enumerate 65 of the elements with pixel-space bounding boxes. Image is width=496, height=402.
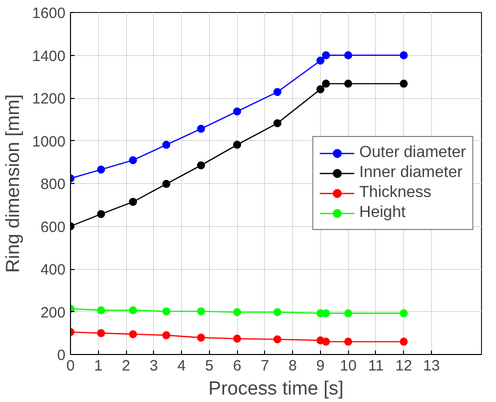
y-tick-label: 600 [40,218,66,236]
x-tick-label: 6 [232,358,242,374]
point [322,80,330,88]
y-tick-label: 0 [57,347,66,364]
point [400,51,408,60]
x-tick-label: 12 [395,358,412,374]
point [400,80,408,88]
y-axis-title: Ring dimension [mm] [3,94,24,273]
x-tick-label: 3 [150,358,158,374]
point [197,307,206,316]
y-tick-label: 1200 [32,90,66,108]
point [400,309,408,318]
point [128,330,137,338]
point [162,180,170,188]
point [162,307,170,316]
point [344,309,352,318]
point [233,107,242,116]
point [322,51,330,60]
x-tick-label: 4 [177,358,186,374]
point [162,140,170,149]
point [273,88,282,96]
point [344,51,352,60]
point [344,338,352,346]
point [162,331,170,340]
x-tick-label: 7 [260,358,270,374]
point [128,156,137,164]
point [322,338,330,346]
y-tick-label: 1000 [32,133,66,150]
point [97,210,106,218]
legend-label: Thickness [359,184,432,202]
x-tick-label: 5 [205,358,214,374]
y-tick-label: 800 [40,176,66,193]
legend-label: Inner diameter [359,164,462,182]
point [197,161,206,170]
point [97,306,106,314]
point [197,124,206,133]
point [316,85,324,94]
y-tick-label: 1400 [32,48,66,65]
x-axis-title: Process time [s] [208,378,344,400]
y-tick-label: 400 [40,262,66,278]
point [197,334,206,342]
x-tick-label: 13 [423,358,440,374]
point [233,308,242,316]
legend-label: Height [359,204,406,222]
point [128,306,137,314]
legend-label: Outer diameter [359,144,466,162]
point [273,119,282,128]
x-tick-label: 11 [368,358,384,374]
x-tick-label: 1 [94,358,102,374]
y-tick-label: 200 [40,304,66,322]
point [97,329,106,338]
x-tick-label: 2 [122,358,130,374]
point [233,334,242,343]
point [97,166,106,174]
point [273,335,282,344]
point [344,80,352,88]
x-tick-label: 9 [316,358,325,374]
point [233,140,242,149]
point [128,198,137,206]
point [316,56,324,65]
y-tick-label: 1600 [32,5,66,22]
point [400,338,408,346]
point [273,308,282,316]
x-tick-label: 10 [340,358,357,374]
x-tick-label: 8 [288,358,297,374]
